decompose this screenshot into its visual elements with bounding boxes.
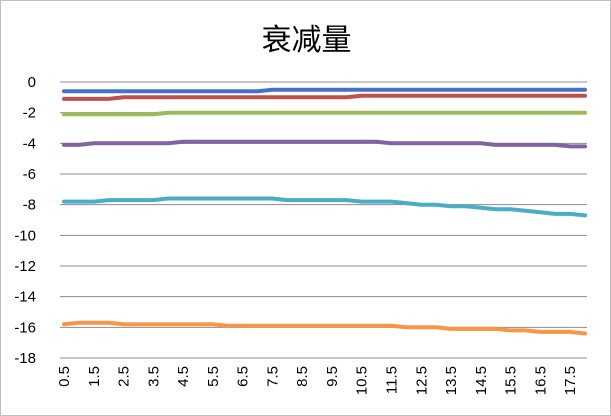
x-tick-label: 10.5 — [354, 366, 371, 395]
x-tick-label: 13.5 — [443, 366, 460, 395]
x-tick-label: 16.5 — [532, 366, 549, 395]
x-tick-label: 15.5 — [503, 366, 520, 395]
y-tick-label: -16 — [14, 319, 36, 336]
x-tick-label: 11.5 — [383, 366, 400, 394]
y-tick-label: -8 — [23, 197, 36, 214]
y-tick-label: -12 — [14, 258, 36, 275]
x-tick-label: 5.5 — [205, 366, 222, 387]
x-tick-label: 0.5 — [56, 366, 73, 387]
gridlines — [60, 81, 587, 359]
y-tick-label: 0 — [28, 74, 36, 91]
x-tick-label: 9.5 — [324, 366, 341, 387]
series-line-2 — [62, 93, 587, 101]
y-tick-label: -10 — [14, 227, 36, 244]
series-line-4 — [62, 139, 587, 149]
x-tick-label: 6.5 — [235, 366, 252, 387]
series-lines — [62, 87, 587, 336]
x-tick-label: 4.5 — [175, 366, 192, 387]
series-line-1 — [62, 87, 587, 94]
series-line-5 — [62, 196, 587, 218]
y-tick-label: -18 — [14, 350, 36, 367]
x-tick-label: 12.5 — [413, 366, 430, 395]
chart-title: 衰减量 — [261, 23, 352, 58]
y-tick-label: -2 — [23, 105, 36, 122]
series-line-3 — [62, 110, 587, 117]
y-tick-label: -4 — [23, 135, 36, 152]
x-tick-label: 2.5 — [116, 366, 133, 387]
x-tick-label: 1.5 — [86, 366, 103, 387]
x-axis-tick-labels: 0.5 1.5 2.5 3.5 4.5 5.5 6.5 7.5 8.5 9.5 10.5 11.5 12… — [56, 366, 579, 395]
x-tick-label: 17.5 — [562, 366, 579, 395]
y-tick-label: -6 — [23, 166, 36, 183]
x-tick-label: 7.5 — [264, 366, 281, 387]
y-axis-tick-labels: 0 -2 -4 -6 -8 -10 -12 -14 -16 -18 — [14, 74, 36, 367]
x-tick-label: 14.5 — [473, 366, 490, 395]
x-tick-label: 8.5 — [294, 366, 311, 387]
y-tick-label: -14 — [14, 289, 36, 306]
x-tick-label: 3.5 — [145, 366, 162, 387]
series-line-6 — [62, 320, 587, 336]
